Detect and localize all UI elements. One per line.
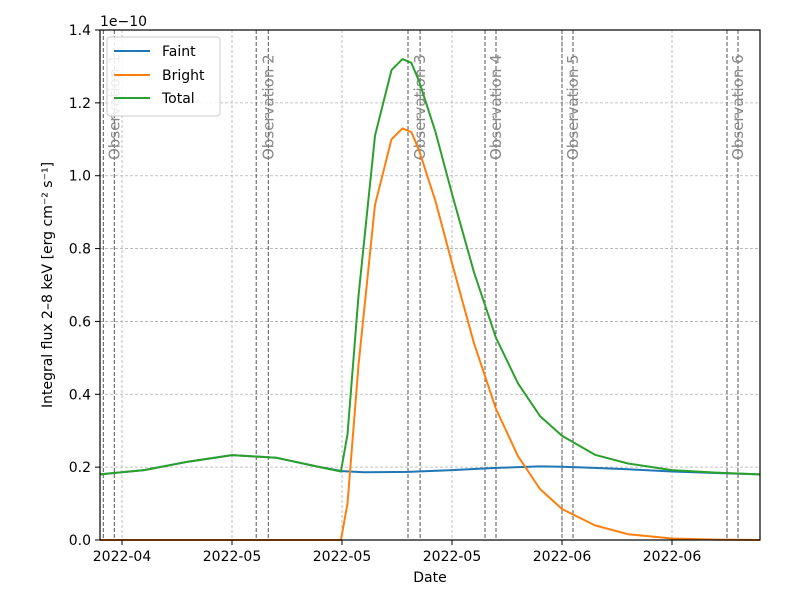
- x-axis-ticks: 2022-04 2022-05 2022-05 2022-05 2022-06 2022-…: [93, 540, 702, 565]
- y-tick-label: 0.2: [69, 460, 91, 476]
- observation-label: Observation 6: [729, 54, 747, 160]
- y-axis-ticks: 0.0 0.2 0.4 0.6 0.8 1.0 1.2 1.4: [69, 23, 100, 549]
- y-offset-text: 1e−10: [100, 14, 147, 30]
- y-tick-label: 1.4: [69, 23, 91, 39]
- y-tick-label: 1.0: [69, 169, 91, 185]
- series-line-faint: [99, 454, 761, 476]
- observation-label: Observation 2: [259, 54, 277, 160]
- observation-label: Observation 3: [411, 54, 429, 160]
- legend-box: [106, 36, 221, 117]
- y-tick-label: 0.8: [69, 242, 91, 258]
- x-tick-label: 2022-05: [203, 549, 262, 565]
- y-tick-label: 0.0: [69, 533, 91, 549]
- x-tick-label: 2022-06: [643, 549, 702, 565]
- y-tick-label: 0.6: [69, 314, 91, 330]
- legend: Faint Bright Total: [106, 36, 221, 117]
- series-lines: [99, 58, 761, 541]
- legend-label-total: Total: [161, 91, 195, 107]
- legend-label-faint: Faint: [162, 44, 196, 60]
- x-axis-title: Date: [413, 570, 446, 586]
- plot-frame: [99, 29, 761, 541]
- x-tick-label: 2022-04: [93, 549, 152, 565]
- observation-label: Observation 4: [487, 54, 505, 160]
- y-axis-title: Integral flux 2–8 keV [erg cm⁻² s⁻¹]: [40, 162, 56, 408]
- y-tick-label: 0.4: [69, 387, 91, 403]
- series-line-bright: [100, 127, 761, 541]
- legend-label-bright: Bright: [162, 68, 205, 84]
- x-tick-label: 2022-05: [423, 549, 482, 565]
- x-tick-label: 2022-05: [313, 549, 372, 565]
- x-tick-label: 2022-06: [533, 549, 592, 565]
- observation-label: Observation 5: [564, 54, 582, 160]
- series-line-total: [99, 58, 761, 476]
- y-tick-label: 1.2: [69, 96, 91, 112]
